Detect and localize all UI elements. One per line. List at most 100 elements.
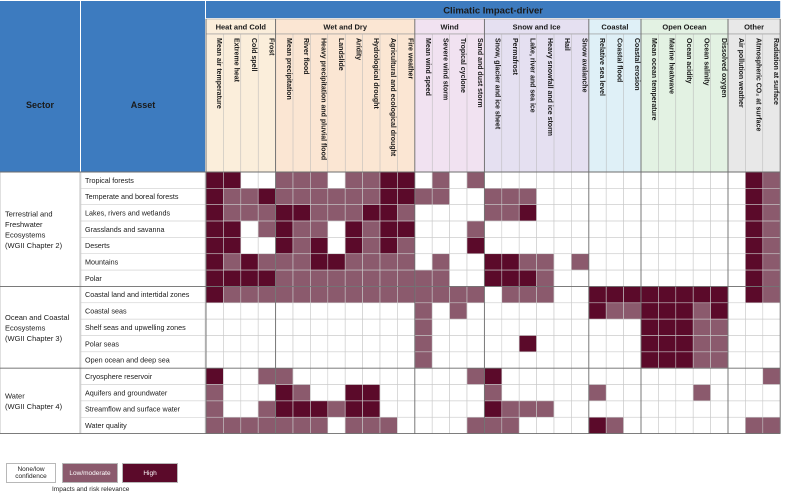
heatmap-cell-r0-c16 <box>484 171 503 189</box>
group-column-band-6 <box>727 33 781 173</box>
heatmap-cell-r15-c22 <box>588 416 607 434</box>
heatmap-cell-r3-c24 <box>623 220 642 238</box>
heatmap-cell-r15-c10 <box>379 416 398 434</box>
heatmap-cell-r8-c2 <box>240 302 259 320</box>
heatmap-cell-r5-c8 <box>344 253 363 271</box>
heatmap-cell-r10-c4 <box>275 335 294 353</box>
heatmap-cell-r11-c3 <box>257 351 276 369</box>
driver-label-4: Mean precipitation <box>285 38 292 100</box>
heatmap-cell-r1-c15 <box>466 188 485 206</box>
heatmap-cell-r9-c15 <box>466 318 485 336</box>
heatmap-cell-r12-c17 <box>501 367 520 385</box>
heatmap-cell-r9-c13 <box>431 318 450 336</box>
heatmap-cell-r12-c8 <box>344 367 363 385</box>
heatmap-cell-r14-c8 <box>344 400 363 418</box>
heatmap-cell-r7-c1 <box>223 286 242 304</box>
heatmap-cell-r8-c5 <box>292 302 311 320</box>
heatmap-cell-r5-c2 <box>240 253 259 271</box>
heatmap-cell-r2-c31 <box>745 204 764 222</box>
heatmap-cell-r9-c17 <box>501 318 520 336</box>
driver-label-2: Cold spell <box>250 38 257 72</box>
heatmap-cell-r1-c6 <box>310 188 329 206</box>
heatmap-cell-r4-c32 <box>762 237 781 255</box>
heatmap-cell-r10-c0 <box>205 335 224 353</box>
heatmap-cell-r14-c4 <box>275 400 294 418</box>
heatmap-cell-r4-c2 <box>240 237 259 255</box>
heatmap-cell-r6-c0 <box>205 269 224 287</box>
heatmap-cell-r2-c27 <box>675 204 694 222</box>
heatmap-cell-r13-c8 <box>344 384 363 402</box>
heatmap-cell-r13-c10 <box>379 384 398 402</box>
asset-label-0: Tropical forests <box>85 176 134 185</box>
heatmap-cell-r2-c4 <box>275 204 294 222</box>
heatmap-cell-r5-c0 <box>205 253 224 271</box>
heatmap-cell-r4-c15 <box>466 237 485 255</box>
heatmap-cell-r15-c14 <box>449 416 468 434</box>
sector-label-0-0: Terrestrial and <box>5 209 53 218</box>
heatmap-cell-r10-c27 <box>675 335 694 353</box>
heatmap-cell-r6-c30 <box>727 269 746 287</box>
heatmap-cell-r12-c7 <box>327 367 346 385</box>
heatmap-cell-r2-c25 <box>640 204 659 222</box>
sector-label-0-1: Freshwater <box>5 220 43 229</box>
heatmap-cell-r3-c5 <box>292 220 311 238</box>
heatmap-cell-r13-c15 <box>466 384 485 402</box>
heatmap-cell-r14-c3 <box>257 400 276 418</box>
heatmap-cell-r12-c5 <box>292 367 311 385</box>
heatmap-cell-r2-c12 <box>414 204 433 222</box>
heatmap-cell-r15-c18 <box>518 416 537 434</box>
heatmap-cell-r3-c12 <box>414 220 433 238</box>
heatmap-cell-r12-c24 <box>623 367 642 385</box>
sector-label-2-1: (WGII Chapter 4) <box>5 402 63 411</box>
heatmap-cell-r15-c7 <box>327 416 346 434</box>
heatmap-cell-r4-c21 <box>571 237 590 255</box>
heatmap-cell-r10-c28 <box>692 335 711 353</box>
heatmap-cell-r13-c27 <box>675 384 694 402</box>
group-label-5: Open Ocean <box>662 23 707 32</box>
heatmap-cell-r11-c4 <box>275 351 294 369</box>
heatmap-cell-r13-c30 <box>727 384 746 402</box>
heatmap-cell-r6-c5 <box>292 269 311 287</box>
heatmap-cell-r1-c18 <box>518 188 537 206</box>
heatmap-cell-r14-c26 <box>658 400 677 418</box>
heatmap-cell-r9-c20 <box>553 318 572 336</box>
heatmap-cell-r6-c23 <box>605 269 624 287</box>
heatmap-cell-r0-c19 <box>536 171 555 189</box>
heatmap-cell-r5-c6 <box>310 253 329 271</box>
driver-label-17: Permafrost <box>511 38 518 76</box>
heatmap-cell-r0-c21 <box>571 171 590 189</box>
heatmap-cell-r15-c2 <box>240 416 259 434</box>
heatmap-cell-r10-c24 <box>623 335 642 353</box>
heatmap-cell-r7-c9 <box>362 286 381 304</box>
heatmap-cell-r5-c23 <box>605 253 624 271</box>
heatmap-cell-r9-c26 <box>658 318 677 336</box>
heatmap-cell-r14-c6 <box>310 400 329 418</box>
heatmap-cell-r14-c19 <box>536 400 555 418</box>
heatmap-cell-r7-c4 <box>275 286 294 304</box>
heatmap-cell-r1-c10 <box>379 188 398 206</box>
heatmap-cell-r4-c19 <box>536 237 555 255</box>
heatmap-cell-r2-c30 <box>727 204 746 222</box>
heatmap-cell-r1-c21 <box>571 188 590 206</box>
legend-high: High <box>122 463 178 483</box>
heatmap-cell-r15-c19 <box>536 416 555 434</box>
heatmap-cell-r3-c29 <box>710 220 729 238</box>
heatmap-cell-r2-c21 <box>571 204 590 222</box>
heatmap-cell-r9-c11 <box>397 318 416 336</box>
heatmap-cell-r15-c28 <box>692 416 711 434</box>
heatmap-cell-r9-c31 <box>745 318 764 336</box>
heatmap-cell-r8-c16 <box>484 302 503 320</box>
driver-label-20: Hail <box>563 38 570 51</box>
heatmap-cell-r7-c19 <box>536 286 555 304</box>
heatmap-cell-r10-c8 <box>344 335 363 353</box>
heatmap-cell-r12-c14 <box>449 367 468 385</box>
group-column-band-4 <box>588 33 642 173</box>
heatmap-cell-r11-c30 <box>727 351 746 369</box>
heatmap-cell-r6-c14 <box>449 269 468 287</box>
heatmap-cell-r5-c24 <box>623 253 642 271</box>
heatmap-cell-r5-c7 <box>327 253 346 271</box>
heatmap-cell-r7-c21 <box>571 286 590 304</box>
heatmap-cell-r8-c32 <box>762 302 781 320</box>
heatmap-cell-r11-c16 <box>484 351 503 369</box>
